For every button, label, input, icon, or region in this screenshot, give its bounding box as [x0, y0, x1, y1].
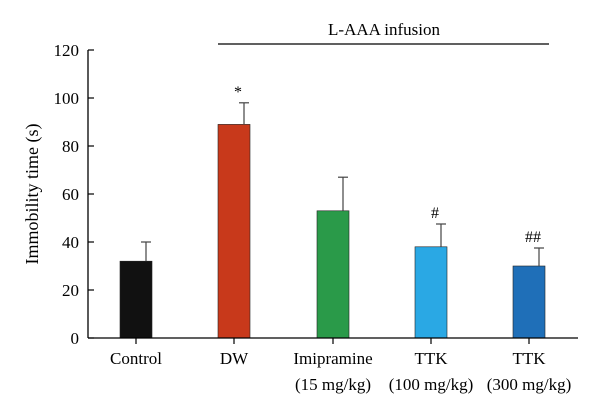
y-tick-label: 0: [71, 329, 80, 348]
infusion-annotation: L-AAA infusion: [218, 20, 549, 45]
bar-control: [119, 260, 153, 339]
category-label-dw: DW: [220, 349, 249, 368]
category-label-ttk300: (300 mg/kg): [487, 375, 572, 394]
category-label-imipramine: Imipramine: [293, 349, 372, 368]
y-tick-label: 120: [54, 41, 80, 60]
x-axis: Control DW Imipramine (15 mg/kg) TTK (100 mg/…: [88, 337, 578, 394]
bar-ttk300: [512, 265, 546, 339]
y-axis: 0 20 40 60 80 100 120: [54, 41, 94, 348]
y-tick-label: 100: [54, 89, 80, 108]
y-tick-label: 80: [62, 137, 79, 156]
y-tick-label: 60: [62, 185, 79, 204]
bar-dw: [217, 124, 251, 339]
y-axis-label: Immobility time (s): [22, 124, 43, 265]
category-label-ttk100: (100 mg/kg): [389, 375, 474, 394]
significance-ttk300: ##: [525, 229, 541, 246]
category-label-imipramine: (15 mg/kg): [295, 375, 371, 394]
significance-ttk100: #: [431, 205, 439, 222]
bars: *###: [119, 84, 546, 339]
bar-ttk100: [414, 246, 448, 339]
infusion-label: L-AAA infusion: [328, 20, 440, 39]
category-label-ttk100: TTK: [414, 349, 448, 368]
significance-dw: *: [234, 84, 242, 101]
y-tick-label: 20: [62, 281, 79, 300]
y-tick-label: 40: [62, 233, 79, 252]
category-label-control: Control: [110, 349, 162, 368]
bar-imipramine: [316, 210, 350, 339]
category-label-ttk300: TTK: [512, 349, 546, 368]
